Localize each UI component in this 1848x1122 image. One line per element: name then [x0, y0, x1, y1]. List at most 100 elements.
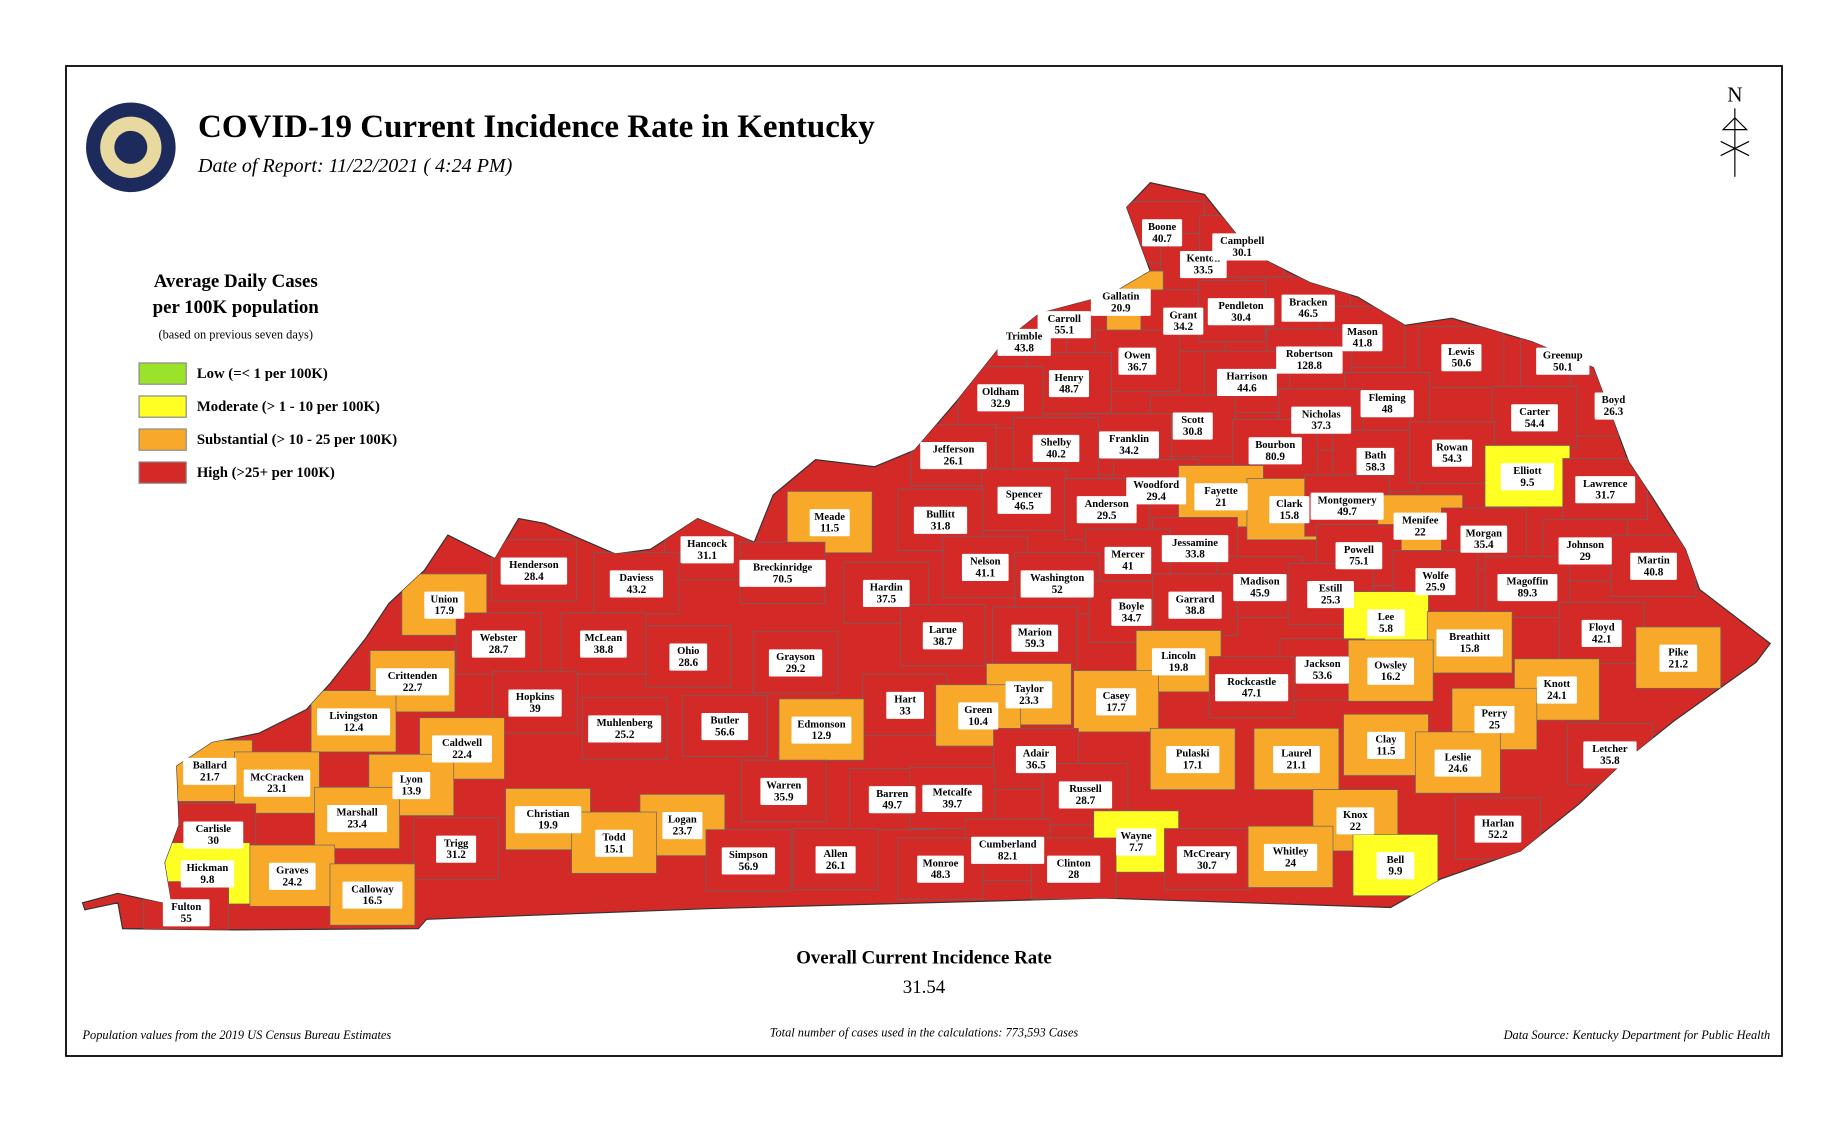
- county-name: Marshall: [337, 808, 378, 819]
- county-name: Cumberland: [979, 839, 1037, 850]
- label-box: [1037, 311, 1091, 339]
- county-value: 19.9: [538, 820, 558, 832]
- county-value: 75.1: [1349, 556, 1369, 568]
- label-box: [922, 784, 983, 813]
- county-value: 33.5: [1194, 265, 1214, 277]
- county-value: 55: [181, 913, 193, 925]
- county-value: 36.5: [1026, 760, 1046, 772]
- label-box: [971, 836, 1045, 864]
- county-name: Leslie: [1445, 752, 1472, 763]
- label-box: [1307, 581, 1354, 609]
- county-name: McCreary: [1183, 849, 1231, 860]
- label-box: [913, 506, 968, 534]
- county-name: Johnson: [1566, 540, 1604, 551]
- county-name: Pendleton: [1218, 301, 1263, 312]
- legend-label: Substantial (> 10 - 25 per 100K): [197, 432, 397, 448]
- county-name: Pulaski: [1176, 749, 1210, 760]
- county-name: Allen: [824, 849, 848, 860]
- label-box: [1436, 629, 1503, 657]
- label-box: [1269, 496, 1310, 524]
- overall-label: Overall Current Incidence Rate: [796, 948, 1052, 969]
- county-value: 34.2: [1173, 321, 1193, 333]
- county-value: 21.1: [1287, 760, 1307, 772]
- county-value: 29.4: [1146, 491, 1166, 503]
- overall-value: 31.54: [903, 977, 946, 998]
- county-name: Jessamine: [1172, 538, 1218, 549]
- label-box: [669, 643, 708, 671]
- county-value: 47.1: [1242, 688, 1262, 700]
- label-box: [1594, 392, 1633, 420]
- county-name: Butler: [710, 716, 739, 727]
- legend-label: Low (=< 1 per 100K): [197, 366, 328, 382]
- county-value: 30.4: [1231, 312, 1251, 324]
- county-value: 30.7: [1197, 860, 1217, 872]
- compass-n: N: [1727, 83, 1742, 107]
- county-name: Lewis: [1448, 347, 1474, 358]
- county-value: 21: [1215, 497, 1227, 509]
- label-box: [815, 846, 856, 874]
- county-name: Madison: [1240, 577, 1280, 588]
- label-box: [1048, 370, 1089, 398]
- label-box: [1076, 496, 1137, 524]
- county-value: 33: [900, 705, 912, 717]
- county-value: 17.7: [1106, 702, 1126, 714]
- county-value: 28: [1068, 869, 1080, 881]
- county-value: 21.7: [200, 771, 220, 783]
- county-name: Rockcastle: [1227, 677, 1276, 688]
- label-box: [1581, 619, 1622, 648]
- label-box: [317, 708, 391, 736]
- label-box: [392, 771, 431, 800]
- county-value: 21.2: [1668, 658, 1688, 670]
- title: COVID-19 Current Incidence Rate in Kentu…: [198, 109, 875, 145]
- county-name: Rowan: [1436, 442, 1468, 453]
- county-value: 10.4: [968, 716, 988, 728]
- county-value: 22.4: [452, 749, 472, 761]
- label-box: [1536, 347, 1590, 375]
- county-name: Elliott: [1513, 466, 1542, 477]
- county-area: [942, 535, 1029, 598]
- label-box: [862, 579, 910, 607]
- county-name: Garrard: [1176, 594, 1215, 605]
- label-box: [1015, 746, 1056, 774]
- county-name: Bracken: [1289, 297, 1327, 308]
- county-name: Boyle: [1119, 601, 1145, 612]
- county-value: 30: [208, 835, 220, 847]
- county-name: Henry: [1055, 373, 1085, 384]
- county-name: Livingston: [329, 711, 377, 722]
- county-value: 40.8: [1644, 566, 1664, 578]
- county-name: Daviess: [619, 573, 653, 584]
- label-box: [243, 769, 311, 797]
- county-name: Adair: [1023, 749, 1050, 760]
- label-box: [1276, 346, 1343, 374]
- label-box: [580, 630, 627, 658]
- county-value: 9.9: [1388, 866, 1402, 878]
- county-name: Clinton: [1057, 858, 1091, 869]
- county-name: Caldwell: [442, 738, 482, 749]
- label-box: [1020, 570, 1094, 598]
- county-value: 23.4: [347, 819, 367, 831]
